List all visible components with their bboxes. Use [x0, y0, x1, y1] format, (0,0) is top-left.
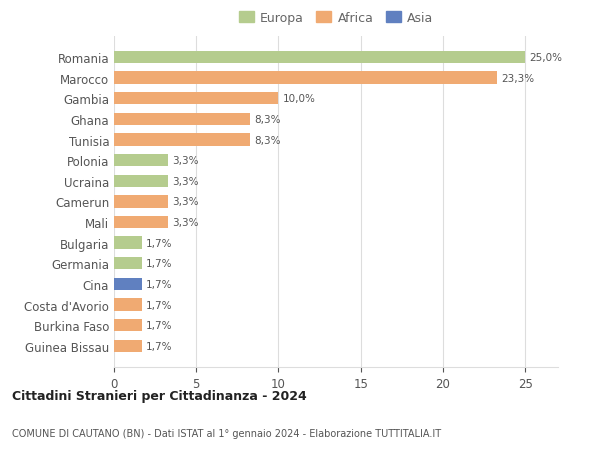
Text: 1,7%: 1,7%: [146, 300, 173, 310]
Text: 3,3%: 3,3%: [172, 156, 199, 166]
Bar: [114, 113, 250, 126]
Legend: Europa, Africa, Asia: Europa, Africa, Asia: [233, 6, 439, 29]
Bar: [114, 237, 142, 249]
Text: 3,3%: 3,3%: [172, 176, 199, 186]
Text: 3,3%: 3,3%: [172, 197, 199, 207]
Text: 1,7%: 1,7%: [146, 238, 173, 248]
Bar: [114, 299, 142, 311]
Bar: [114, 52, 525, 64]
Text: 23,3%: 23,3%: [501, 73, 535, 84]
Text: 10,0%: 10,0%: [283, 94, 316, 104]
Text: 8,3%: 8,3%: [254, 135, 281, 145]
Text: 1,7%: 1,7%: [146, 341, 173, 351]
Bar: [114, 278, 142, 291]
Bar: [114, 216, 168, 229]
Bar: [114, 196, 168, 208]
Text: 1,7%: 1,7%: [146, 279, 173, 289]
Text: 25,0%: 25,0%: [529, 53, 562, 63]
Bar: [114, 134, 250, 146]
Text: 3,3%: 3,3%: [172, 218, 199, 228]
Bar: [114, 73, 497, 84]
Bar: [114, 93, 278, 105]
Text: 8,3%: 8,3%: [254, 115, 281, 125]
Text: COMUNE DI CAUTANO (BN) - Dati ISTAT al 1° gennaio 2024 - Elaborazione TUTTITALIA: COMUNE DI CAUTANO (BN) - Dati ISTAT al 1…: [12, 428, 441, 438]
Bar: [114, 155, 168, 167]
Bar: [114, 257, 142, 270]
Bar: [114, 175, 168, 188]
Text: 1,7%: 1,7%: [146, 259, 173, 269]
Text: 1,7%: 1,7%: [146, 320, 173, 330]
Bar: [114, 340, 142, 352]
Bar: [114, 319, 142, 331]
Text: Cittadini Stranieri per Cittadinanza - 2024: Cittadini Stranieri per Cittadinanza - 2…: [12, 389, 307, 403]
